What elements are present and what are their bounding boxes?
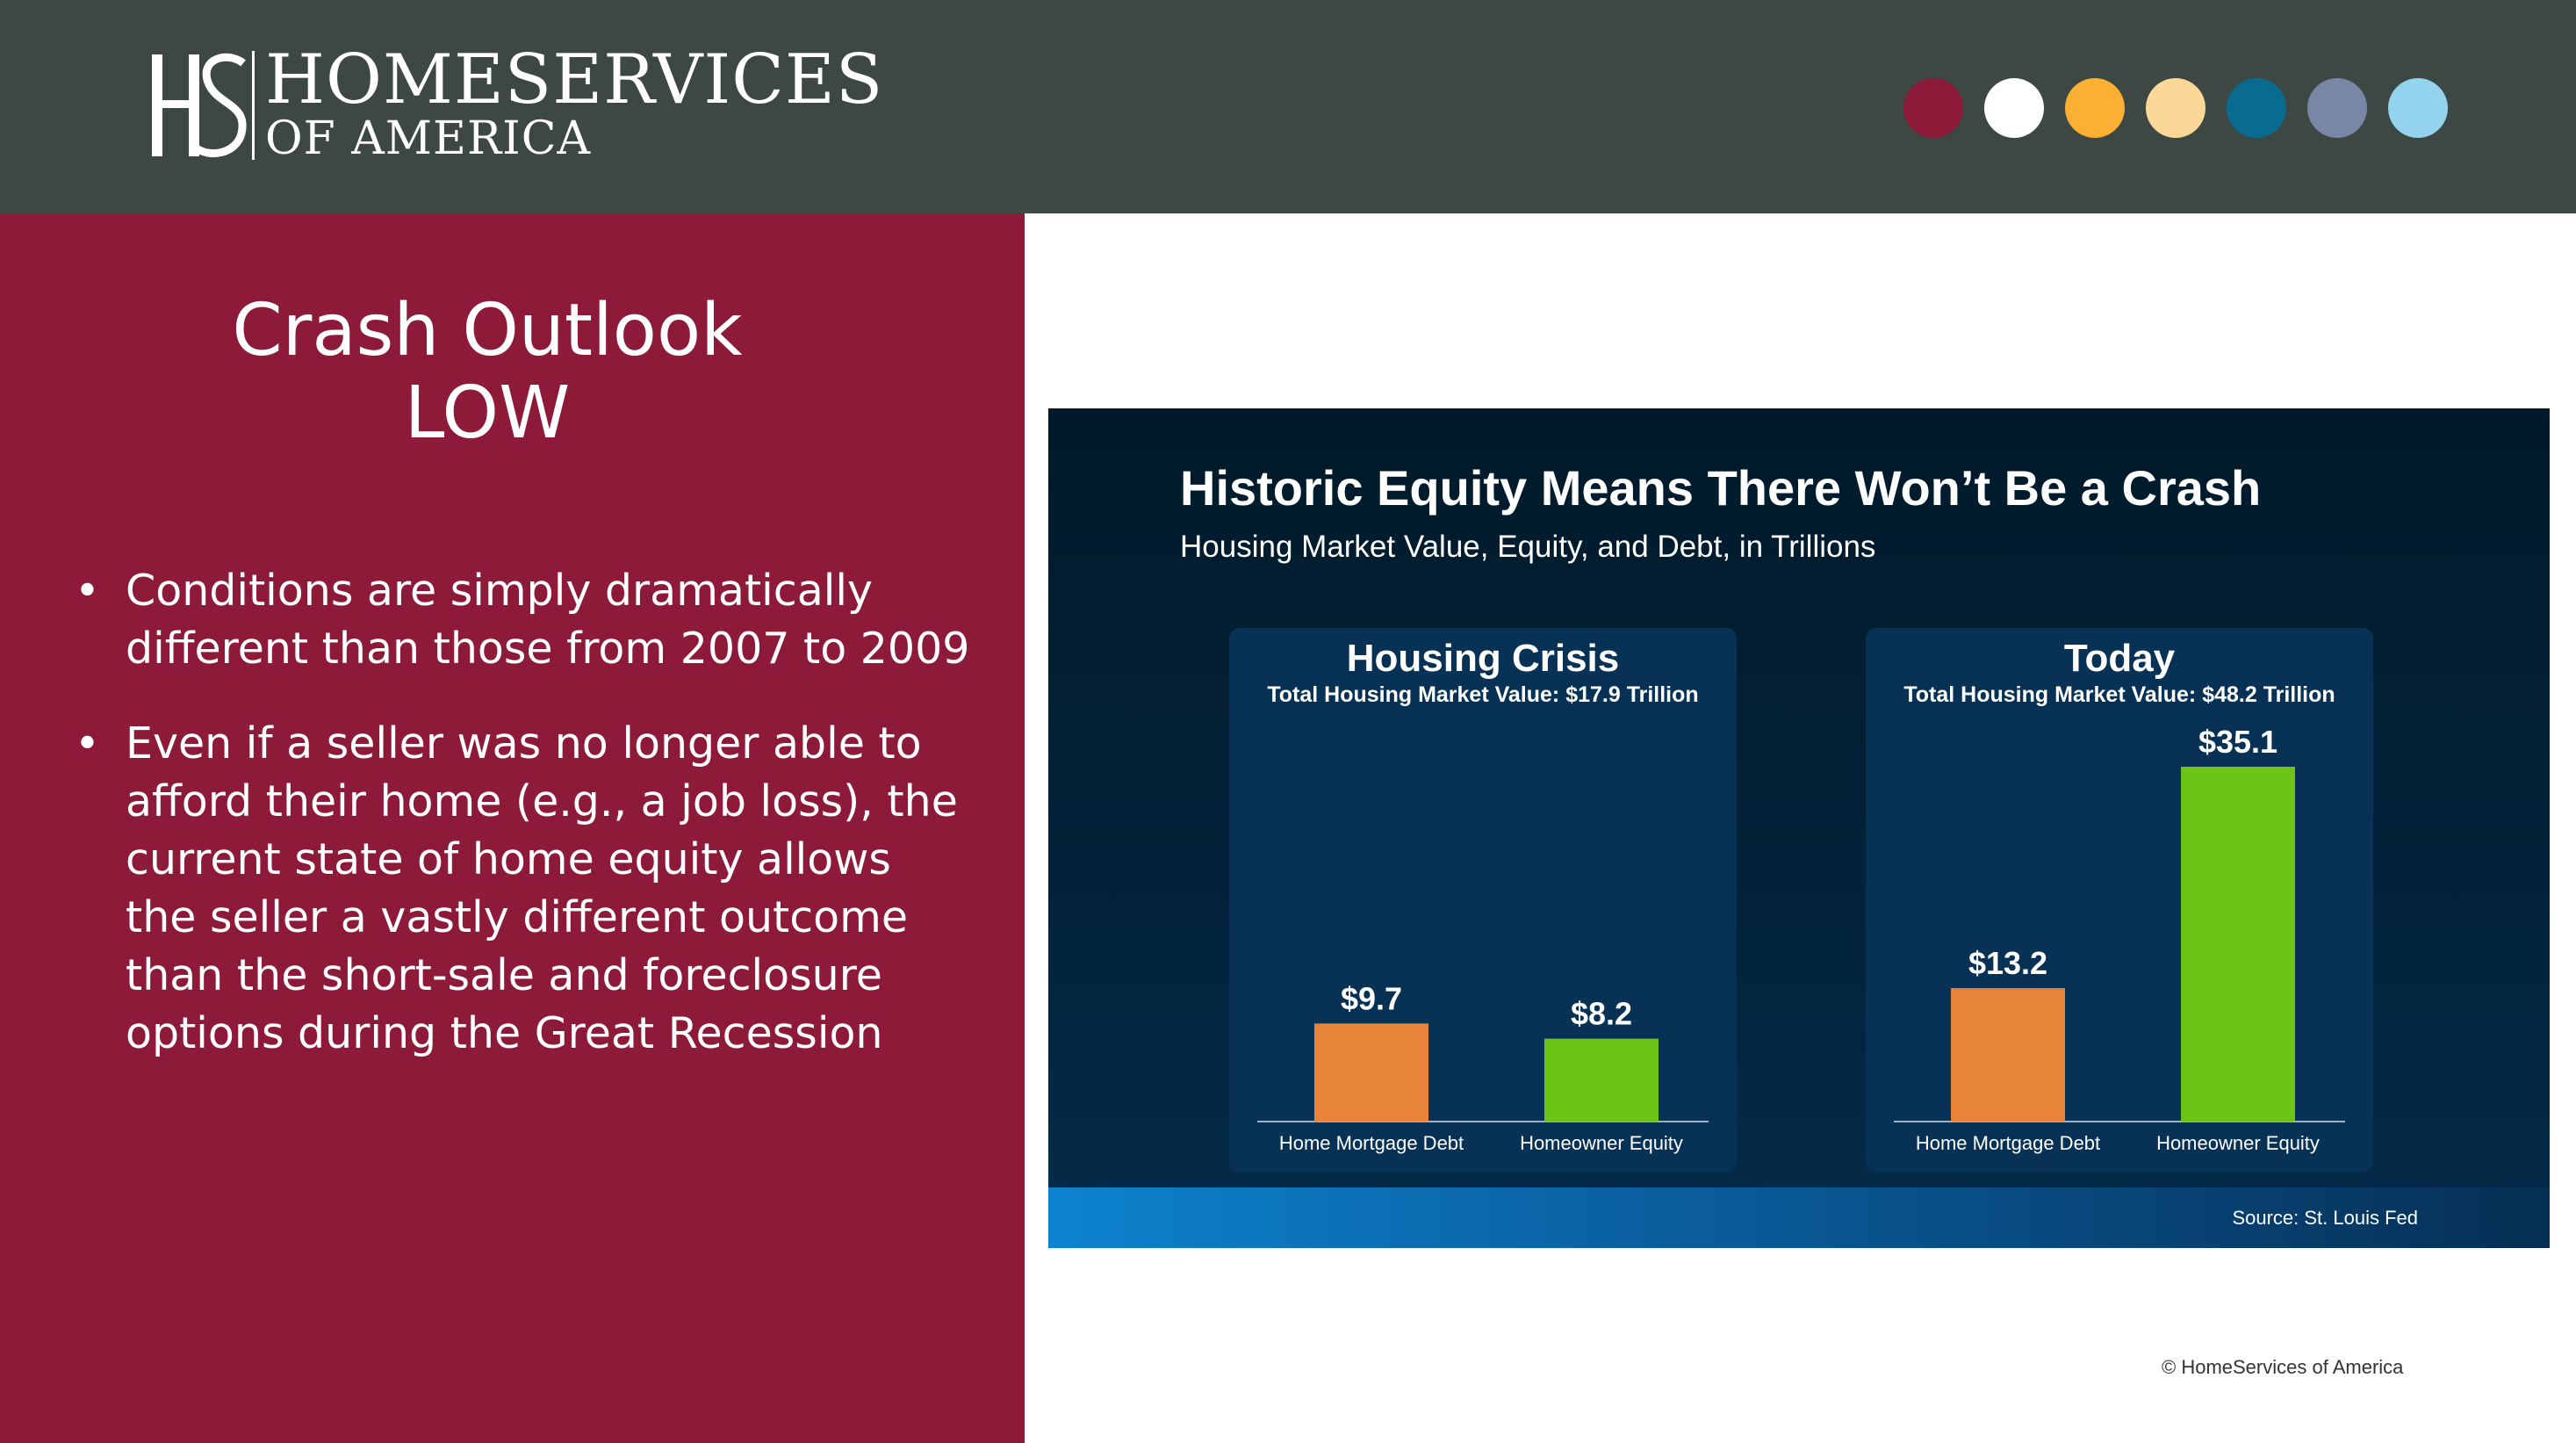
chart-panel: Historic Equity Means There Won’t Be a C… [1048, 408, 2550, 1248]
copyright-notice: © HomeServices of America [2162, 1356, 2404, 1378]
panel-title: Housing Crisis [1346, 637, 1620, 680]
slide-title-line1: Crash Outlook [232, 289, 743, 372]
x-tick-label: Homeowner Equity [2156, 1132, 2320, 1154]
bar-value-label: $35.1 [2198, 724, 2277, 760]
palette-dot [2307, 78, 2367, 138]
bar-value-label: $8.2 [1571, 996, 1632, 1032]
bar-homeowner-equity [2181, 767, 2295, 1122]
logo-divider [252, 51, 255, 160]
hs-logo-icon [152, 53, 247, 158]
palette-dot [2227, 78, 2286, 138]
x-tick-label: Home Mortgage Debt [1279, 1132, 1464, 1154]
bar-chart-today: $13.2 Home Mortgage Debt $35.1 Homeowner Eq… [1894, 724, 2345, 1154]
slide-title: Crash Outlook LOW [0, 290, 975, 455]
slide-title-line2: LOW [404, 372, 571, 455]
palette-dot [2146, 78, 2205, 138]
chart-title: Historic Equity Means There Won’t Be a C… [1180, 460, 2262, 516]
palette-dot [1903, 78, 1963, 138]
bullet-list: • Conditions are simply dramatically dif… [75, 562, 970, 1100]
panel-housing-crisis: Housing Crisis Total Housing Market Valu… [1229, 628, 1737, 1172]
color-palette-dots [1903, 78, 2448, 138]
palette-dot [1984, 78, 2044, 138]
logo-line1: HOMESERVICES [265, 40, 884, 119]
panel-subtitle: Total Housing Market Value: $17.9 Trilli… [1267, 682, 1699, 707]
panel-title: Today [2063, 637, 2176, 680]
bar-value-label: $13.2 [1968, 945, 2047, 981]
bullet-text: Even if a seller was no longer able to a… [126, 718, 958, 1058]
bullet-text: Conditions are simply dramatically diffe… [126, 566, 970, 674]
chart-source: Source: St. Louis Fed [2232, 1207, 2418, 1229]
bar-chart-housing-crisis: $9.7 Home Mortgage Debt $8.2 Homeowner Equi… [1257, 980, 1709, 1154]
bar-value-label: $9.7 [1341, 980, 1402, 1016]
x-tick-label: Homeowner Equity [1520, 1132, 1683, 1154]
palette-dot [2388, 78, 2448, 138]
panel-today: Today Total Housing Market Value: $48.2 … [1866, 628, 2373, 1172]
company-logo: HOMESERVICES OF AMERICA [265, 46, 883, 163]
logo-line2: OF AMERICA [265, 112, 592, 165]
bar-home-mortgage-debt [1314, 1023, 1428, 1122]
bullet-item: • Conditions are simply dramatically dif… [75, 562, 970, 678]
bar-home-mortgage-debt [1951, 988, 2065, 1122]
bullet-symbol: • [75, 718, 100, 768]
bullet-symbol: • [75, 566, 100, 616]
bullet-item: • Even if a seller was no longer able to… [75, 715, 970, 1063]
palette-dot [2065, 78, 2125, 138]
x-tick-label: Home Mortgage Debt [1916, 1132, 2100, 1154]
chart-subtitle: Housing Market Value, Equity, and Debt, … [1180, 530, 1876, 564]
sidebar-panel [0, 213, 1025, 1443]
panel-subtitle: Total Housing Market Value: $48.2 Trilli… [1903, 682, 2335, 707]
bar-homeowner-equity [1544, 1038, 1659, 1122]
chart-footer-band [1048, 1187, 2550, 1248]
header-bar: HOMESERVICES OF AMERICA [0, 0, 2576, 213]
